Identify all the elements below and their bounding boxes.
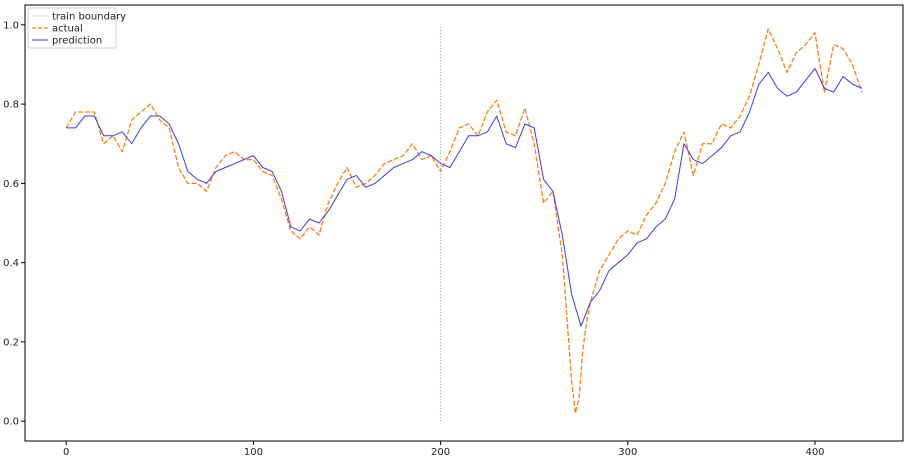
y-tick-label: 0.4 [3, 258, 19, 269]
x-tick-label: 400 [805, 447, 824, 458]
series-layer [65, 28, 863, 414]
y-tick-label: 0.2 [3, 337, 19, 348]
y-tick-label: 0.0 [3, 417, 19, 428]
legend-box [27, 7, 117, 49]
x-tick-label: 300 [618, 447, 637, 458]
legend-label-train-boundary: train boundary [52, 12, 126, 23]
legend-label-prediction: prediction [52, 36, 102, 47]
x-tick-label: 200 [431, 447, 450, 458]
series-line-prediction [66, 67, 863, 327]
legend-label-actual: actual [52, 24, 83, 35]
x-tick-label: 0 [63, 447, 69, 458]
legend: train boundary actual prediction [27, 7, 126, 49]
y-tick-label: 0.6 [3, 179, 19, 190]
x-tick-label: 100 [244, 447, 263, 458]
series-line-actual [65, 28, 863, 414]
y-tick-label: 0.8 [3, 100, 19, 111]
axis-ticks: 0 100 200 300 400 0.0 0.2 0.4 0.6 0.8 1.0 [3, 20, 824, 458]
plot-frame [24, 4, 904, 442]
y-tick-label: 1.0 [3, 20, 19, 31]
